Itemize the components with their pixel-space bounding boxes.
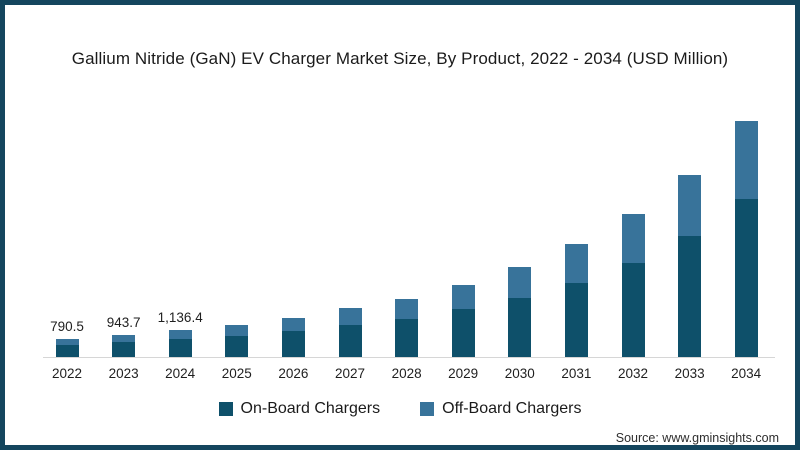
segment-off-board-2022 <box>55 338 79 345</box>
x-tick-label-2028: 2028 <box>391 366 422 381</box>
bar-2034 <box>734 121 758 357</box>
bar-2030 <box>508 266 532 357</box>
segment-off-board-2034 <box>734 121 758 199</box>
segment-on-board-2030 <box>508 297 532 357</box>
legend-swatch-on-board <box>218 402 233 416</box>
x-tick-label-2029: 2029 <box>448 366 479 381</box>
bar-2032 <box>621 214 645 357</box>
segment-on-board-2031 <box>564 282 588 357</box>
legend-label-on-board: On-Board Chargers <box>240 400 381 417</box>
segment-off-board-2029 <box>451 284 475 310</box>
plot-area: 2022 790.5 2023 943.7 2024 1,136.4 2025 2026 202… <box>5 5 795 445</box>
bar-2023 <box>112 334 136 357</box>
x-tick-label-2027: 2027 <box>334 366 366 381</box>
segment-on-board-2029 <box>451 309 475 357</box>
segment-on-board-2022 <box>55 344 79 357</box>
x-tick-label-2025: 2025 <box>221 366 252 381</box>
segment-on-board-2025 <box>225 336 249 357</box>
segment-on-board-2033 <box>678 235 702 357</box>
bar-2029 <box>451 284 475 357</box>
x-tick-label-2032: 2032 <box>617 366 649 381</box>
segment-off-board-2033 <box>678 174 702 236</box>
x-tick-label-2023: 2023 <box>108 366 139 381</box>
bar-2033 <box>678 174 702 357</box>
x-tick-label-2034: 2034 <box>731 366 762 381</box>
segment-off-board-2023 <box>112 334 136 343</box>
segment-on-board-2032 <box>621 262 645 357</box>
legend: On-Board Chargers Off-Board Chargers <box>5 400 795 418</box>
segment-on-board-2027 <box>338 324 362 357</box>
bar-2027 <box>338 308 362 357</box>
value-label-2023: 943.7 <box>106 314 141 330</box>
segment-off-board-2028 <box>395 298 419 319</box>
x-tick-label-2024: 2024 <box>165 366 196 381</box>
segment-off-board-2025 <box>225 325 249 337</box>
value-label-2024: 1,136.4 <box>157 310 203 326</box>
bar-2024 <box>168 330 192 357</box>
segment-on-board-2028 <box>395 318 419 357</box>
segment-off-board-2026 <box>281 317 305 331</box>
segment-off-board-2027 <box>338 308 362 325</box>
bar-2025 <box>225 325 249 357</box>
segment-on-board-2034 <box>734 198 758 357</box>
bar-2022 <box>55 338 79 358</box>
x-tick-label-2026: 2026 <box>278 366 309 381</box>
bar-2028 <box>395 298 419 357</box>
segment-on-board-2026 <box>281 330 305 357</box>
segment-off-board-2032 <box>621 214 645 263</box>
legend-item-on-board: On-Board Chargers <box>218 400 381 418</box>
legend-label-off-board: Off-Board Chargers <box>442 400 582 417</box>
x-tick-label-2030: 2030 <box>504 366 535 381</box>
legend-item-off-board: Off-Board Chargers <box>420 400 581 418</box>
legend-swatch-off-board <box>420 402 435 416</box>
x-tick-label-2033: 2033 <box>674 366 705 381</box>
bar-2026 <box>281 317 305 357</box>
x-tick-label-2022: 2022 <box>51 366 83 381</box>
source-attribution: Source: www.gminsights.com <box>615 431 779 445</box>
segment-on-board-2023 <box>112 342 136 357</box>
value-label-2022: 790.5 <box>50 318 84 334</box>
segment-off-board-2024 <box>168 330 192 340</box>
bar-2031 <box>564 244 588 357</box>
segment-on-board-2024 <box>168 339 192 357</box>
x-tick-label-2031: 2031 <box>561 366 592 381</box>
segment-off-board-2031 <box>564 244 588 283</box>
chart-title: Gallium Nitride (GaN) EV Charger Market … <box>71 49 729 68</box>
x-axis-line <box>43 357 775 358</box>
segment-off-board-2030 <box>508 266 532 298</box>
